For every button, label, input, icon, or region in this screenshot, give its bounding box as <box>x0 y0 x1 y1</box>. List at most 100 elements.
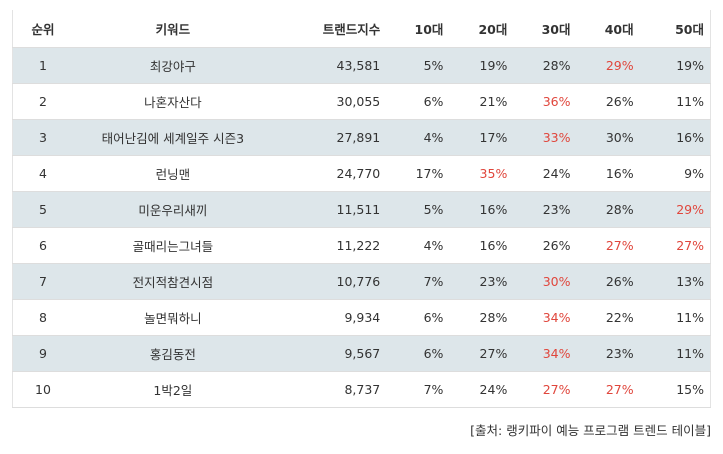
table-row: 1 최강야구 43,581 5% 19% 28% 29% 19% <box>12 47 711 84</box>
table-cell: 35% <box>449 155 514 192</box>
table-cell: 27% <box>449 335 514 372</box>
table-cell: 9,934 <box>272 299 387 336</box>
table-cell: 15% <box>639 371 711 408</box>
table-row: 7 전지적참견시점 10,776 7% 23% 30% 26% 13% <box>12 263 711 300</box>
table-row: 8 놀면뭐하니 9,934 6% 28% 34% 22% 11% <box>12 299 711 336</box>
table-cell: 최강야구 <box>72 47 273 84</box>
header-cell: 10대 <box>386 10 450 48</box>
table-cell: 30,055 <box>272 83 387 120</box>
table-row: 4 런닝맨 24,770 17% 35% 24% 16% 9% <box>12 155 711 192</box>
table-cell: 5 <box>12 191 73 228</box>
header-cell: 20대 <box>449 10 514 48</box>
table-cell: 7 <box>12 263 73 300</box>
header-cell: 트랜드지수 <box>272 10 387 48</box>
table-cell: 9% <box>639 155 711 192</box>
table-cell: 30% <box>513 263 577 300</box>
table-cell: 17% <box>449 119 514 156</box>
table-cell: 미운우리새끼 <box>72 191 273 228</box>
table-cell: 5% <box>386 191 450 228</box>
table-cell: 28% <box>449 299 514 336</box>
header-row: 순위 키워드 트랜드지수 10대 20대 30대 40대 50대 <box>12 10 711 48</box>
table-body: 1 최강야구 43,581 5% 19% 28% 29% 19% 2 나혼자산다 30,055 6% 2… <box>12 47 711 408</box>
table-cell: 6 <box>12 227 73 264</box>
table-cell: 4 <box>12 155 73 192</box>
table-cell: 17% <box>386 155 450 192</box>
table-cell: 28% <box>576 191 640 228</box>
table-cell: 10,776 <box>272 263 387 300</box>
table-cell: 4% <box>386 227 450 264</box>
table-row: 5 미운우리새끼 11,511 5% 16% 23% 28% 29% <box>12 191 711 228</box>
table-cell: 27% <box>576 227 640 264</box>
table-row: 9 홍김동전 9,567 6% 27% 34% 23% 11% <box>12 335 711 372</box>
table-cell: 24% <box>449 371 514 408</box>
table-cell: 1 <box>12 47 73 84</box>
table-cell: 9,567 <box>272 335 387 372</box>
header-cell: 40대 <box>576 10 640 48</box>
table-cell: 전지적참견시점 <box>72 263 273 300</box>
table-cell: 7% <box>386 371 450 408</box>
table-cell: 16% <box>449 227 514 264</box>
table-cell: 놀면뭐하니 <box>72 299 273 336</box>
table-cell: 나혼자산다 <box>72 83 273 120</box>
table-cell: 28% <box>513 47 577 84</box>
table-cell: 30% <box>576 119 640 156</box>
table-cell: 21% <box>449 83 514 120</box>
table-cell: 34% <box>513 335 577 372</box>
table-row: 3 태어난김에 세계일주 시즌3 27,891 4% 17% 33% 30% 16% <box>12 119 711 156</box>
table-cell: 4% <box>386 119 450 156</box>
table-cell: 29% <box>639 191 711 228</box>
table-cell: 33% <box>513 119 577 156</box>
table-cell: 26% <box>576 263 640 300</box>
table-cell: 태어난김에 세계일주 시즌3 <box>72 119 273 156</box>
table-cell: 16% <box>576 155 640 192</box>
table-cell: 6% <box>386 299 450 336</box>
table-cell: 10 <box>12 371 73 408</box>
table-cell: 7% <box>386 263 450 300</box>
table-cell: 9 <box>12 335 73 372</box>
table-cell: 34% <box>513 299 577 336</box>
table-cell: 11,511 <box>272 191 387 228</box>
table-cell: 19% <box>449 47 514 84</box>
header-cell: 50대 <box>639 10 711 48</box>
table-cell: 2 <box>12 83 73 120</box>
table-cell: 43,581 <box>272 47 387 84</box>
table-cell: 3 <box>12 119 73 156</box>
table-cell: 골때리는그녀들 <box>72 227 273 264</box>
header-cell: 순위 <box>12 10 73 48</box>
header-cell: 30대 <box>513 10 577 48</box>
table-row: 10 1박2일 8,737 7% 24% 27% 27% 15% <box>12 371 711 408</box>
table-cell: 런닝맨 <box>72 155 273 192</box>
table-row: 6 골때리는그녀들 11,222 4% 16% 26% 27% 27% <box>12 227 711 264</box>
table-cell: 11,222 <box>272 227 387 264</box>
table-cell: 19% <box>639 47 711 84</box>
table-cell: 16% <box>449 191 514 228</box>
table-cell: 8 <box>12 299 73 336</box>
table-cell: 22% <box>576 299 640 336</box>
table-cell: 홍김동전 <box>72 335 273 372</box>
table-cell: 24% <box>513 155 577 192</box>
table-cell: 1박2일 <box>72 371 273 408</box>
caption: [출처: 랭키파이 예능 프로그램 트렌드 테이블] <box>470 423 711 438</box>
table-cell: 27% <box>576 371 640 408</box>
table-cell: 23% <box>449 263 514 300</box>
table-cell: 11% <box>639 335 711 372</box>
table-cell: 11% <box>639 83 711 120</box>
table-cell: 27,891 <box>272 119 387 156</box>
trend-table: 순위 키워드 트랜드지수 10대 20대 30대 40대 50대 1 최강야구 43,581 5% 1… <box>12 10 711 408</box>
table-cell: 5% <box>386 47 450 84</box>
table-cell: 13% <box>639 263 711 300</box>
table-cell: 8,737 <box>272 371 387 408</box>
table-cell: 36% <box>513 83 577 120</box>
table-cell: 26% <box>513 227 577 264</box>
table-row: 2 나혼자산다 30,055 6% 21% 36% 26% 11% <box>12 83 711 120</box>
table-cell: 27% <box>639 227 711 264</box>
table-cell: 24,770 <box>272 155 387 192</box>
table-cell: 23% <box>576 335 640 372</box>
table-cell: 6% <box>386 83 450 120</box>
header-cell: 키워드 <box>72 10 273 48</box>
table-cell: 16% <box>639 119 711 156</box>
table-cell: 11% <box>639 299 711 336</box>
table-cell: 6% <box>386 335 450 372</box>
table-cell: 29% <box>576 47 640 84</box>
